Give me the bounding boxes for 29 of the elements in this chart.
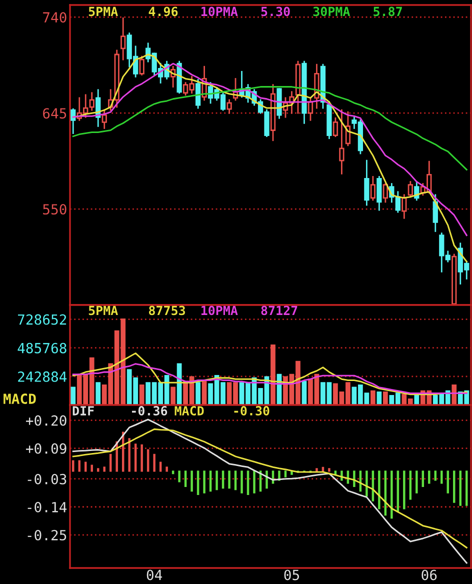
y-tick-label: +0.20 — [26, 415, 66, 426]
text: 5PMA — [88, 306, 118, 316]
x-tick-label: 04 — [146, 570, 162, 580]
y-tick-label: 242884 — [18, 371, 67, 382]
annotation: -0.36 — [132, 406, 168, 416]
series-label: MACD — [174, 406, 204, 416]
annotation: 5.30 — [261, 6, 290, 16]
x-tick-label: 06 — [422, 570, 437, 580]
y-tick-label: -0.14 — [28, 502, 67, 512]
y-tick-label: 728652 — [18, 314, 66, 325]
text: DIF — [72, 406, 94, 416]
text: 5PMA — [88, 6, 118, 16]
annotation: 5.87 — [374, 6, 402, 16]
y-tick-label: 645 — [43, 108, 66, 119]
text: 10PMA — [201, 306, 238, 316]
y-tick-label: +0.09 — [26, 443, 66, 454]
y-tick-label: 550 — [43, 204, 66, 215]
annotation: 4.96 — [148, 6, 178, 16]
y-tick-label: -0.25 — [28, 530, 66, 540]
x-tick-label: 05 — [284, 570, 299, 580]
y-tick-label: 485768 — [18, 342, 66, 354]
y-tick-label: -0.03 — [28, 474, 66, 484]
text: 10PMA — [201, 6, 238, 16]
annotation: -0.30 — [234, 406, 270, 416]
annotation: 87753 — [148, 306, 186, 316]
y-tick-label: 740 — [43, 12, 66, 23]
annotation: 87127 — [261, 306, 298, 316]
text: 30PMA — [313, 6, 350, 16]
chart-title: MACD — [4, 394, 36, 404]
